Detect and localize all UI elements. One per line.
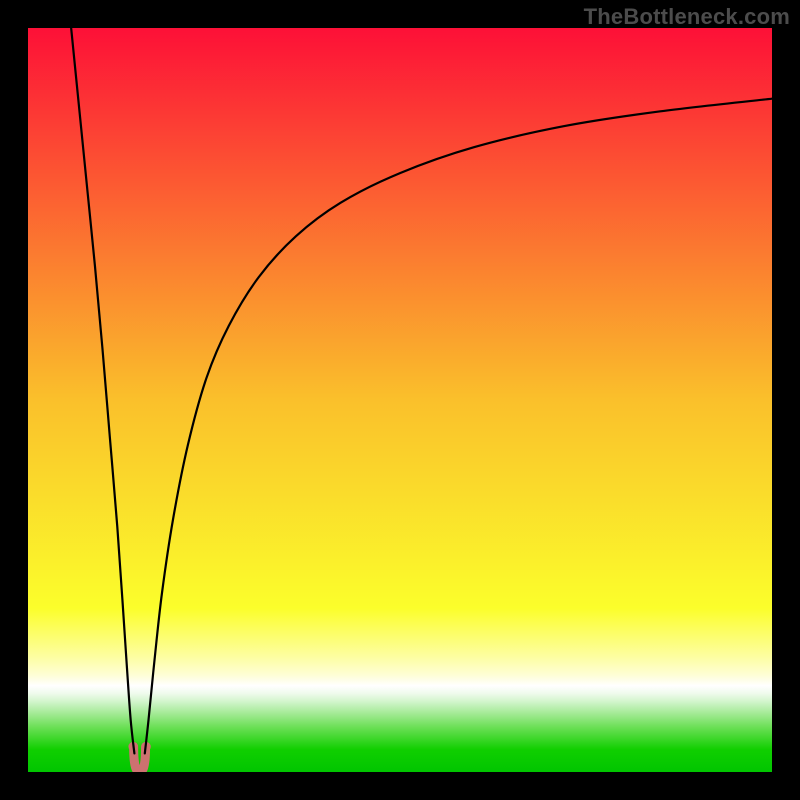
plot-gradient-background (28, 28, 772, 772)
bottleneck-curve-chart (0, 0, 800, 800)
watermark-text: TheBottleneck.com (584, 4, 790, 30)
chart-stage: TheBottleneck.com (0, 0, 800, 800)
